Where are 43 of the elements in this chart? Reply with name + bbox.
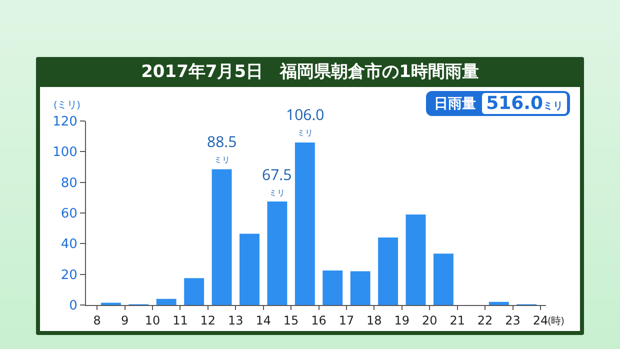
x-tick-label: 22 — [477, 313, 493, 328]
x-tick-label: 9 — [120, 313, 129, 328]
y-tick-label: 100 — [52, 145, 78, 160]
bar — [294, 142, 315, 305]
chart-title: 2017年7月5日 福岡県朝倉市の1時間雨量 — [140, 61, 480, 84]
x-tick-label: 17 — [338, 313, 354, 328]
bar — [406, 214, 426, 305]
x-tick-label: 14 — [256, 313, 271, 328]
y-tick-label: 20 — [60, 268, 78, 283]
x-tick-label: 10 — [144, 313, 160, 328]
bar — [212, 169, 232, 305]
x-tick-label: 24 — [532, 313, 548, 328]
bar — [184, 278, 204, 305]
x-tick-label: 18 — [366, 313, 382, 328]
x-tick-label: 13 — [228, 313, 244, 328]
x-axis-title: (時) — [548, 313, 564, 327]
data-label: 67.5 ミリ — [262, 165, 292, 199]
y-tick-label: 80 — [60, 176, 78, 191]
y-tick-label: 60 — [60, 206, 78, 222]
bar — [350, 271, 370, 305]
bar — [378, 238, 398, 305]
x-tick-label: 16 — [311, 313, 326, 328]
x-tick-label: 12 — [200, 313, 216, 328]
x-tick-label: 19 — [394, 313, 410, 328]
bar — [267, 202, 288, 305]
x-tick-label: 15 — [283, 313, 299, 328]
x-tick-label: 23 — [505, 313, 520, 328]
y-tick-label: 0 — [69, 298, 78, 314]
bar — [322, 270, 343, 305]
bar — [240, 234, 260, 305]
x-tick-label: 21 — [450, 313, 465, 328]
text: 日雨量 516.0ミリ — [434, 93, 564, 114]
data-label: 106.0 ミリ — [286, 105, 324, 139]
bar — [488, 302, 509, 305]
x-tick-label: 8 — [93, 313, 101, 328]
x-tick-label: 20 — [422, 313, 438, 328]
y-axis-title: (ミリ) — [54, 97, 80, 111]
y-tick-label: 120 — [52, 114, 78, 130]
x-tick-label: 11 — [172, 313, 188, 328]
bar — [433, 254, 454, 305]
y-tick-label: 40 — [60, 237, 78, 252]
bar — [156, 298, 176, 305]
data-label: 88.5 ミリ — [207, 132, 237, 166]
